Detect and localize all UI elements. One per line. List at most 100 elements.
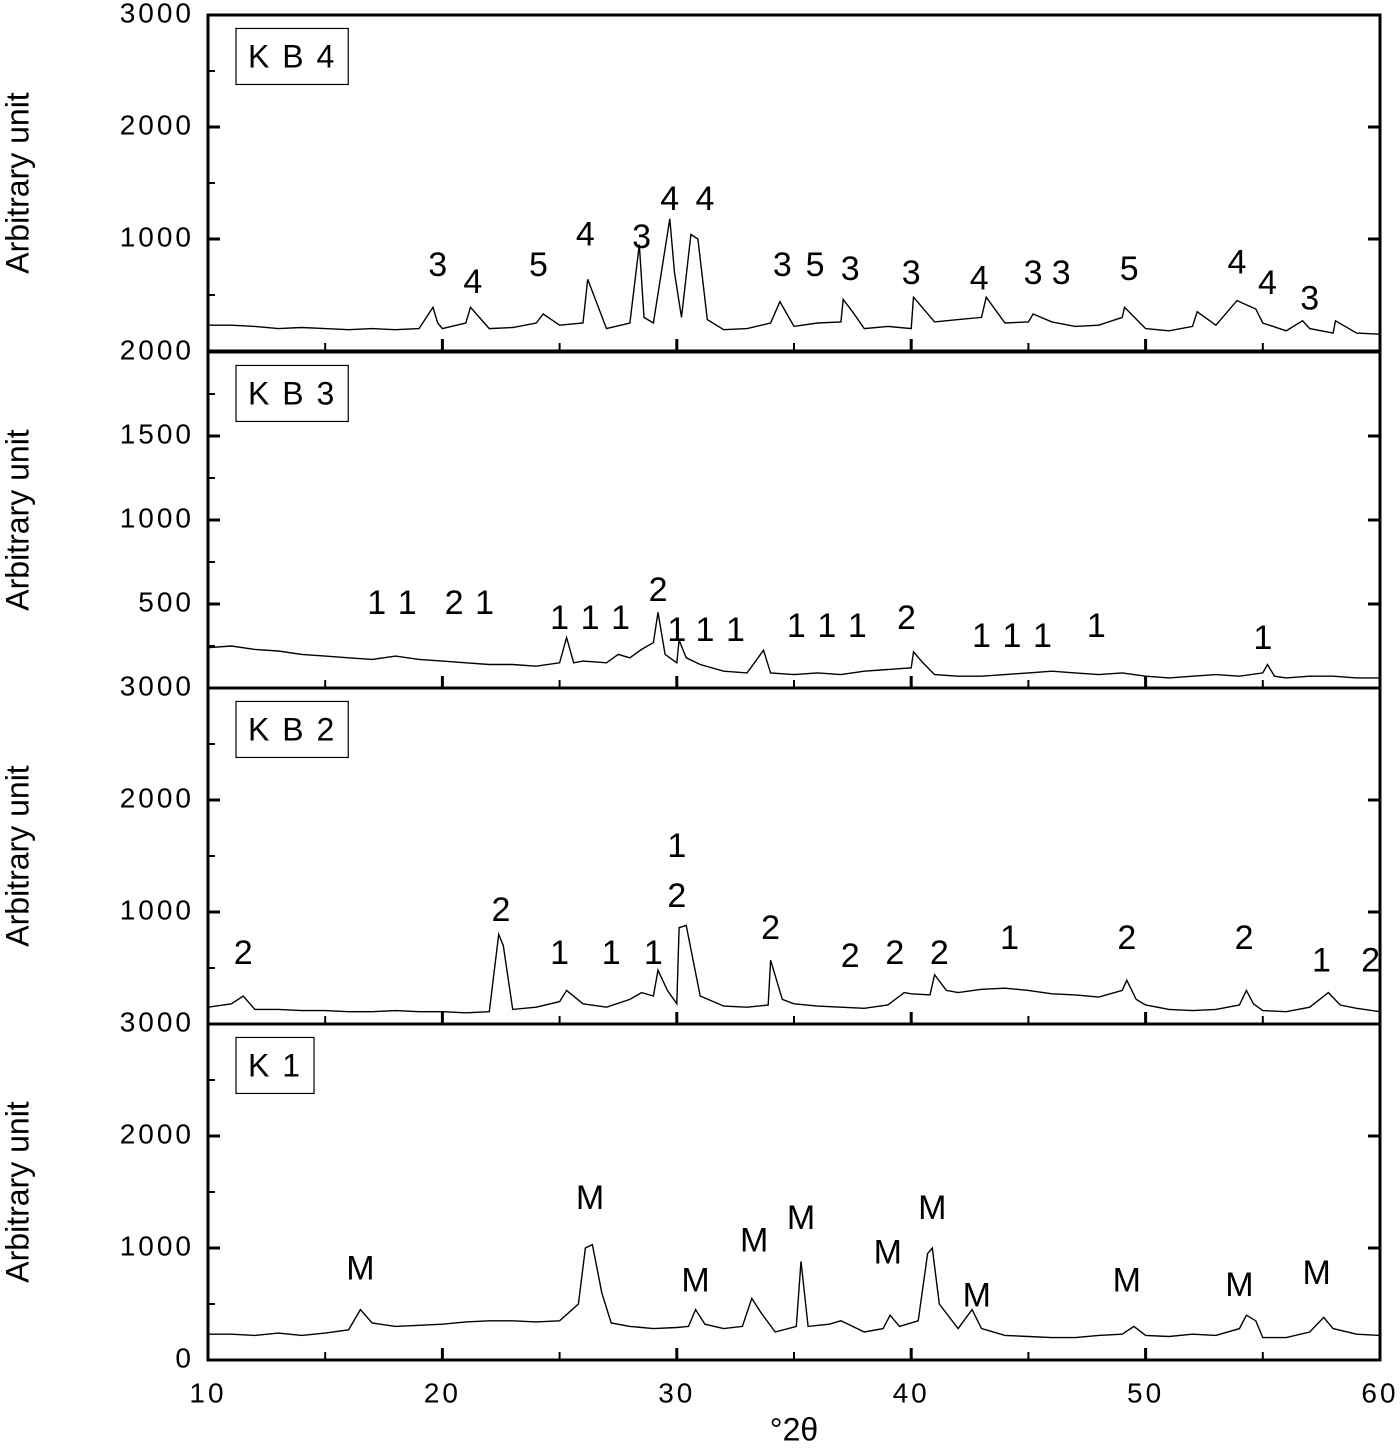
peak-label: 4 <box>463 263 482 301</box>
panel-label-box <box>235 27 349 86</box>
panel-frame <box>206 686 1382 1026</box>
peak-label: 4 <box>1228 244 1247 282</box>
peak-label: M <box>787 1199 815 1237</box>
y-tick-label: 3000 <box>120 0 194 28</box>
peak-label: 1 <box>848 607 867 645</box>
y-tick-label: 1000 <box>120 221 194 252</box>
peak-label: 3 <box>902 254 921 292</box>
peak-label: 2 <box>1361 941 1380 979</box>
peak-label: 4 <box>576 216 595 254</box>
peak-label: 1 <box>726 611 745 649</box>
panel-frame <box>206 13 1382 353</box>
peak-label: 1 <box>398 584 417 622</box>
diffraction-line <box>208 218 1381 335</box>
peak-label: M <box>740 1221 768 1259</box>
y-tick-label: 1000 <box>120 1230 194 1261</box>
peak-label: 1 <box>972 617 991 655</box>
peak-label: 2 <box>885 934 904 972</box>
panel-frame <box>206 1022 1382 1362</box>
peak-label: 4 <box>970 259 989 297</box>
peak-label: 4 <box>1258 264 1277 302</box>
peak-label: 2 <box>649 571 668 609</box>
peak-label: 1 <box>667 827 686 865</box>
peak-label: 1 <box>1087 607 1106 645</box>
peak-label: 3 <box>773 246 792 284</box>
panel-label: K B 4 <box>248 38 336 74</box>
peak-label: 3 <box>841 250 860 288</box>
y-tick-label: 3000 <box>120 670 194 701</box>
peak-label: M <box>918 1189 946 1227</box>
peak-label: 1 <box>1000 919 1019 957</box>
peak-label: 1 <box>1253 619 1272 657</box>
peak-label: 1 <box>1312 941 1331 979</box>
peak-label: 2 <box>234 934 253 972</box>
peak-label: 1 <box>475 584 494 622</box>
peak-label: 1 <box>581 599 600 637</box>
peak-label: 5 <box>529 246 548 284</box>
peak-label: 2 <box>445 584 464 622</box>
panel-label-box <box>235 364 349 423</box>
x-tick-label: 10 <box>189 1377 226 1408</box>
peak-label: M <box>1113 1262 1141 1300</box>
y-tick-label: 2000 <box>120 1118 194 1149</box>
x-axis-label: °2θ <box>770 1411 818 1447</box>
peak-label: 2 <box>897 599 916 637</box>
panel-label: K B 2 <box>248 711 336 747</box>
x-tick-label: 60 <box>1361 1377 1398 1408</box>
peak-label: 3 <box>1052 254 1071 292</box>
peak-label: 1 <box>1033 617 1052 655</box>
y-tick-label: 1500 <box>120 418 194 449</box>
y-axis-label: Arbitrary unit <box>0 92 35 274</box>
peak-label: 2 <box>1117 919 1136 957</box>
y-tick-label: 3000 <box>120 1006 194 1037</box>
panel-label-box <box>235 700 349 759</box>
peak-label: M <box>1303 1254 1331 1292</box>
diffraction-line <box>207 612 1380 679</box>
peak-label: 1 <box>1003 617 1022 655</box>
peak-label: 1 <box>367 584 386 622</box>
peak-label: 1 <box>667 611 686 649</box>
peak-label: M <box>346 1249 374 1287</box>
peak-label: 1 <box>550 599 569 637</box>
y-tick-label: 1000 <box>120 894 194 925</box>
peak-label: M <box>1225 1266 1253 1304</box>
peak-label: M <box>963 1276 991 1314</box>
panel-label: K B 3 <box>248 375 336 411</box>
peak-label: M <box>874 1234 902 1272</box>
peak-label: 5 <box>806 246 825 284</box>
peak-label: 1 <box>787 607 806 645</box>
peak-label: 4 <box>660 180 679 218</box>
x-tick-label: 20 <box>424 1377 461 1408</box>
peak-label: 2 <box>1235 919 1254 957</box>
peak-label: 2 <box>841 937 860 975</box>
y-tick-label: 0 <box>175 1342 194 1373</box>
peak-label: M <box>681 1262 709 1300</box>
peak-label: 1 <box>611 599 630 637</box>
peak-label: 2 <box>667 877 686 915</box>
x-tick-label: 30 <box>658 1377 695 1408</box>
x-tick-label: 50 <box>1127 1377 1164 1408</box>
peak-label: 2 <box>930 934 949 972</box>
panel-label-box <box>235 1036 315 1095</box>
y-axis-label: Arbitrary unit <box>0 765 35 947</box>
panel-label: K 1 <box>248 1047 302 1083</box>
diffraction-line <box>208 1243 1381 1339</box>
x-tick-label: 40 <box>893 1377 930 1408</box>
y-tick-label: 2000 <box>120 782 194 813</box>
peak-label: 3 <box>1024 254 1043 292</box>
peak-label: 3 <box>1300 280 1319 318</box>
y-tick-label: 2000 <box>120 334 194 365</box>
peak-label: 3 <box>632 218 651 256</box>
peak-label: 2 <box>492 891 511 929</box>
peak-label: 2 <box>761 909 780 947</box>
peak-label: 4 <box>695 180 714 218</box>
y-axis-label: Arbitrary unit <box>0 429 35 611</box>
peak-label: 1 <box>602 934 621 972</box>
peak-label: M <box>576 1179 604 1217</box>
peak-label: 1 <box>695 611 714 649</box>
y-tick-label: 2000 <box>120 109 194 140</box>
y-tick-label: 1000 <box>120 502 194 533</box>
peak-label: 5 <box>1120 250 1139 288</box>
peak-label: 1 <box>644 934 663 972</box>
